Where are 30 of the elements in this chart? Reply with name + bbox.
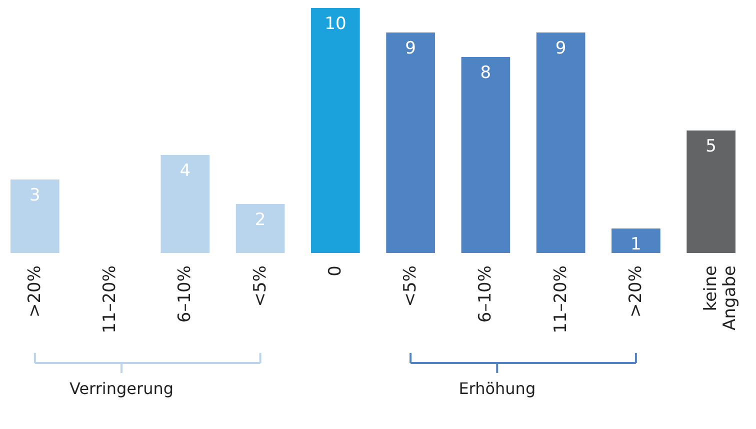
bar <box>612 228 660 253</box>
x-tick-label: >20% <box>626 266 646 318</box>
data-label: 10 <box>324 14 346 34</box>
x-tick-label: >20% <box>24 266 45 318</box>
bar <box>686 130 736 253</box>
bar <box>160 155 210 253</box>
bar <box>10 180 60 253</box>
text: Verringerung <box>69 379 174 398</box>
bar <box>536 32 586 253</box>
x-tick-label: 6–10% <box>175 266 196 323</box>
data-label: 2 <box>254 210 266 230</box>
data-label: 1 <box>630 234 642 254</box>
x-tick-label: 0 <box>325 266 346 276</box>
x-tick-label: 6–10% <box>476 266 496 323</box>
data-label: 5 <box>706 136 716 156</box>
bar <box>311 8 360 253</box>
data-label: 9 <box>555 38 566 58</box>
x-tick-label: 11–20% <box>550 266 571 334</box>
x-tick-label: <5% <box>250 266 270 307</box>
data-label: 9 <box>405 38 416 58</box>
data-label: 4 <box>180 161 191 181</box>
bar <box>236 204 285 253</box>
x-tick-label: keine Angabe <box>701 266 740 330</box>
data-label: 3 <box>30 186 40 206</box>
text: Erhöhung <box>458 379 536 398</box>
x-tick-label: 11–20% <box>100 266 120 334</box>
bar <box>386 32 435 253</box>
bar <box>461 57 510 253</box>
x-tick-label: <5% <box>400 266 421 307</box>
data-label: 8 <box>480 63 492 83</box>
